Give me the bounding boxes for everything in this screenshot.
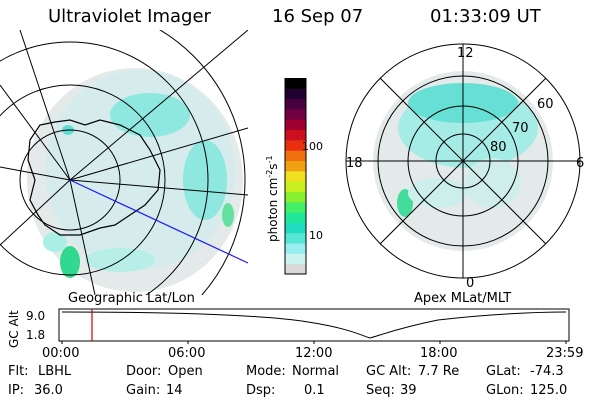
gain-key: Gain: — [126, 383, 161, 398]
time-tick-2359: 23:59 — [546, 346, 584, 361]
mlat-80-label: 80 — [490, 140, 507, 155]
alt-tick-9: 9.0 — [26, 309, 46, 323]
door-key: Door: — [126, 364, 162, 379]
dsp-key: Dsp: — [246, 383, 276, 398]
colorbar-band — [285, 181, 306, 192]
gain-value: 14 — [166, 383, 183, 398]
colorbar-band — [285, 201, 306, 213]
time-tick-0600: 06:00 — [168, 346, 206, 361]
alt-tick-1-8: 1.8 — [26, 328, 46, 342]
mlt-lines — [346, 44, 580, 278]
gc-alt-axis-label: GC Alt — [7, 310, 21, 348]
ip-key: IP: — [8, 383, 25, 398]
glat-key: GLat: — [486, 364, 521, 379]
dsp-value: 0.1 — [304, 383, 325, 398]
time-tick-1200: 12:00 — [295, 346, 333, 361]
latitude-circles — [0, 30, 246, 295]
colorbar-band — [285, 222, 306, 234]
altitude-plot — [58, 308, 570, 344]
colorbar-band — [285, 191, 306, 203]
colorbar-band — [285, 119, 306, 131]
mlt-12-label: 12 — [457, 46, 474, 61]
time-tick-1800: 18:00 — [420, 346, 458, 361]
colorbar-band — [285, 78, 306, 89]
date-label: 16 Sep 07 — [272, 6, 364, 27]
colorbar-unit-label: photon cm-2s-1 — [265, 155, 280, 242]
colorbar-band — [285, 88, 306, 100]
mode-value: Normal — [292, 364, 340, 379]
colorbar-tick-100: 100 — [302, 140, 323, 153]
mlat-70-label: 70 — [512, 121, 529, 136]
seq-value: 39 — [400, 383, 417, 398]
gc-alt-key: GC Alt: — [366, 364, 412, 379]
instrument-title: Ultraviolet Imager — [48, 6, 211, 27]
ip-value: 36.0 — [34, 383, 63, 398]
filter-key: Flt: — [8, 364, 29, 379]
seq-key: Seq: — [366, 383, 395, 398]
magnetic-polar-map — [345, 43, 581, 279]
glon-value: 125.0 — [530, 383, 568, 398]
colorbar-band — [285, 232, 306, 244]
glat-value: -74.3 — [530, 364, 564, 379]
mlt-0-label: 0 — [466, 276, 475, 291]
filter-value: LBHL — [38, 364, 72, 379]
colorbar-band — [285, 243, 306, 254]
colorbar-band — [285, 98, 306, 110]
colorbar-band — [285, 263, 306, 275]
colorbar-band — [285, 170, 306, 182]
door-value: Open — [168, 364, 203, 379]
auroral-emission — [27, 68, 243, 292]
mlt-6-label: 6 — [576, 156, 585, 171]
mlt-18-label: 18 — [346, 156, 363, 171]
glon-key: GLon: — [486, 383, 524, 398]
time-tick-0000: 00:00 — [42, 346, 80, 361]
colorbar-band — [285, 108, 306, 120]
colorbar-band — [285, 160, 306, 172]
geographic-map — [0, 30, 248, 295]
colorbar-band — [285, 150, 306, 162]
colorbar-tick-10: 10 — [309, 229, 323, 242]
longitude-lines — [0, 30, 248, 295]
geographic-caption: Geographic Lat/Lon — [68, 291, 195, 306]
terminator-line — [69, 179, 248, 264]
colorbar-band — [285, 212, 306, 223]
antarctica-coastline — [27, 119, 161, 236]
time-ticks — [61, 341, 567, 344]
mlat-60-label: 60 — [537, 97, 554, 112]
time-label: 01:33:09 UT — [430, 6, 541, 27]
colorbar-band — [285, 253, 306, 265]
colorbar — [284, 78, 307, 275]
altitude-curve — [61, 311, 567, 339]
apex-caption: Apex MLat/MLT — [414, 291, 512, 306]
mode-key: Mode: — [246, 364, 286, 379]
colorbar-band — [285, 129, 306, 141]
gc-alt-value: 7.7 Re — [418, 364, 460, 379]
colorbar-band — [285, 139, 306, 151]
